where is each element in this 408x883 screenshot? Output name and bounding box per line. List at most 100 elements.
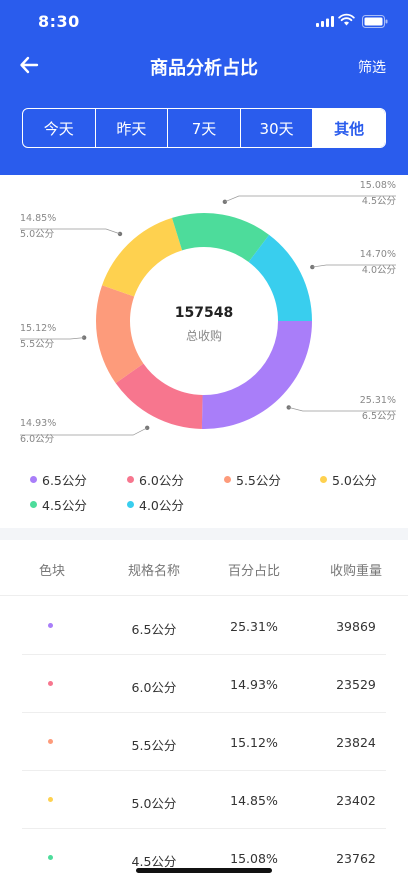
leader-line (224, 195, 396, 203)
donut-slice[interactable] (96, 285, 144, 384)
tab-today[interactable]: 今天 (23, 109, 96, 147)
spec-cell: 5.5公分 (131, 738, 177, 753)
donut-chart-svg (20, 195, 396, 436)
color-swatch (48, 681, 53, 686)
legend-label: 4.5公分 (42, 498, 87, 513)
slice-label-4-0: 14.70% 4.0公分 (356, 247, 396, 279)
column-header-percent: 百分占比 (227, 564, 280, 579)
leader-line (288, 407, 396, 412)
slice-label-6-5: 25.31% 6.5公分 (356, 393, 396, 425)
slice-label-5-0: 14.85% 5.0公分 (20, 211, 56, 243)
nav-bar: 商品分析占比 筛选 (0, 44, 408, 88)
leader-line (20, 427, 148, 436)
status-bar: 8:30 (0, 0, 408, 44)
slice-percent: 14.93% (20, 418, 57, 429)
slice-label-6-0: 14.93% 6.0公分 (20, 416, 56, 448)
slice-name: 6.5公分 (361, 411, 396, 422)
color-swatch (48, 739, 53, 744)
color-swatch (48, 797, 53, 802)
legend-label: 4.0公分 (139, 498, 184, 513)
leader-dot (81, 335, 87, 340)
donut-chart: 157548 总收购 25.31% 6.5公分 14.93% 6.0公分 15.… (0, 175, 408, 465)
total-value: 157548 (174, 305, 234, 321)
legend-item: 4.5公分 (30, 495, 87, 514)
legend-swatch (320, 476, 327, 483)
weight-cell: 39869 (336, 619, 376, 634)
percent-cell: 25.31% (230, 619, 278, 634)
row-divider (22, 654, 386, 655)
legend-swatch (127, 476, 134, 483)
slice-label-4-5: 15.08% 4.5公分 (356, 178, 396, 210)
spec-cell: 5.0公分 (131, 796, 177, 811)
spec-cell: 4.5公分 (131, 854, 177, 869)
percent-cell: 14.93% (230, 677, 278, 692)
legend-swatch (224, 476, 231, 483)
weight-cell: 23824 (336, 735, 376, 750)
color-swatch (48, 623, 53, 628)
column-header-weight: 收购重量 (329, 564, 382, 579)
slice-name: 5.5公分 (20, 339, 55, 350)
table-row[interactable]: 5.0公分 14.85% 23402 (0, 771, 408, 829)
color-swatch (48, 855, 53, 860)
row-divider (22, 828, 386, 829)
donut-slice[interactable] (201, 321, 312, 429)
leader-dot (222, 199, 228, 205)
table-row[interactable]: 5.5公分 15.12% 23824 (0, 713, 408, 771)
page-title: 商品分析占比 (150, 58, 258, 79)
table-header: 色块 规格名称 百分占比 收购重量 (0, 540, 408, 596)
leader-line (312, 264, 396, 268)
slice-name: 5.0公分 (20, 229, 55, 240)
slice-percent: 15.08% (359, 180, 396, 191)
legend-swatch (30, 476, 37, 483)
legend-label: 5.5公分 (236, 473, 281, 488)
tab-30-days[interactable]: 30天 (241, 109, 314, 147)
filter-button[interactable]: 筛选 (358, 60, 386, 76)
wifi-icon (338, 13, 355, 26)
slice-percent: 15.12% (20, 323, 57, 334)
table-row[interactable]: 6.0公分 14.93% 23529 (0, 655, 408, 713)
slice-percent: 25.31% (359, 395, 396, 406)
total-label: 总收购 (185, 329, 222, 343)
back-arrow-icon[interactable] (18, 54, 40, 76)
slice-name: 4.5公分 (361, 196, 396, 207)
legend-item: 6.5公分 (30, 470, 87, 489)
slice-percent: 14.70% (359, 249, 396, 260)
leader-dot (310, 264, 315, 270)
date-range-tabs: 今天 昨天 7天 30天 其他 (22, 108, 386, 148)
percent-cell: 15.12% (230, 735, 278, 750)
leader-dot (286, 405, 291, 410)
tab-other[interactable]: 其他 (313, 109, 385, 147)
slice-name: 6.0公分 (20, 434, 55, 445)
slice-percent: 14.85% (20, 213, 57, 224)
header: 8:30 商品分析占比 筛选 今天 昨天 7天 30天 其他 (0, 0, 408, 175)
legend-item: 4.0公分 (127, 495, 184, 514)
spec-cell: 6.5公分 (131, 622, 177, 637)
legend-item: 5.5公分 (224, 470, 281, 489)
donut-slice[interactable] (115, 363, 203, 429)
spec-cell: 6.0公分 (131, 680, 177, 695)
legend-label: 6.5公分 (42, 473, 87, 488)
leader-line (20, 337, 85, 340)
donut-slice[interactable] (172, 213, 270, 262)
table-row[interactable]: 6.5公分 25.31% 39869 (0, 597, 408, 655)
weight-cell: 23762 (336, 851, 376, 866)
legend-swatch (30, 501, 37, 508)
legend-label: 6.0公分 (139, 473, 184, 488)
donut-slice[interactable] (248, 234, 312, 321)
legend-label: 5.0公分 (332, 473, 377, 488)
weight-cell: 23529 (336, 677, 376, 692)
weight-cell: 23402 (336, 793, 376, 808)
tab-7-days[interactable]: 7天 (168, 109, 241, 147)
row-divider (22, 712, 386, 713)
table-row[interactable]: 4.5公分 15.08% 23762 (0, 829, 408, 883)
column-header-spec: 规格名称 (127, 564, 180, 579)
donut-slice[interactable] (102, 217, 183, 297)
slice-label-5-5: 15.12% 5.5公分 (20, 321, 56, 353)
legend-item: 5.0公分 (320, 470, 377, 489)
percent-cell: 14.85% (230, 793, 278, 808)
tab-yesterday[interactable]: 昨天 (96, 109, 169, 147)
row-divider (22, 770, 386, 771)
slice-name: 4.0公分 (361, 265, 396, 276)
home-indicator (136, 868, 272, 873)
cellular-signal-icon (316, 16, 334, 27)
